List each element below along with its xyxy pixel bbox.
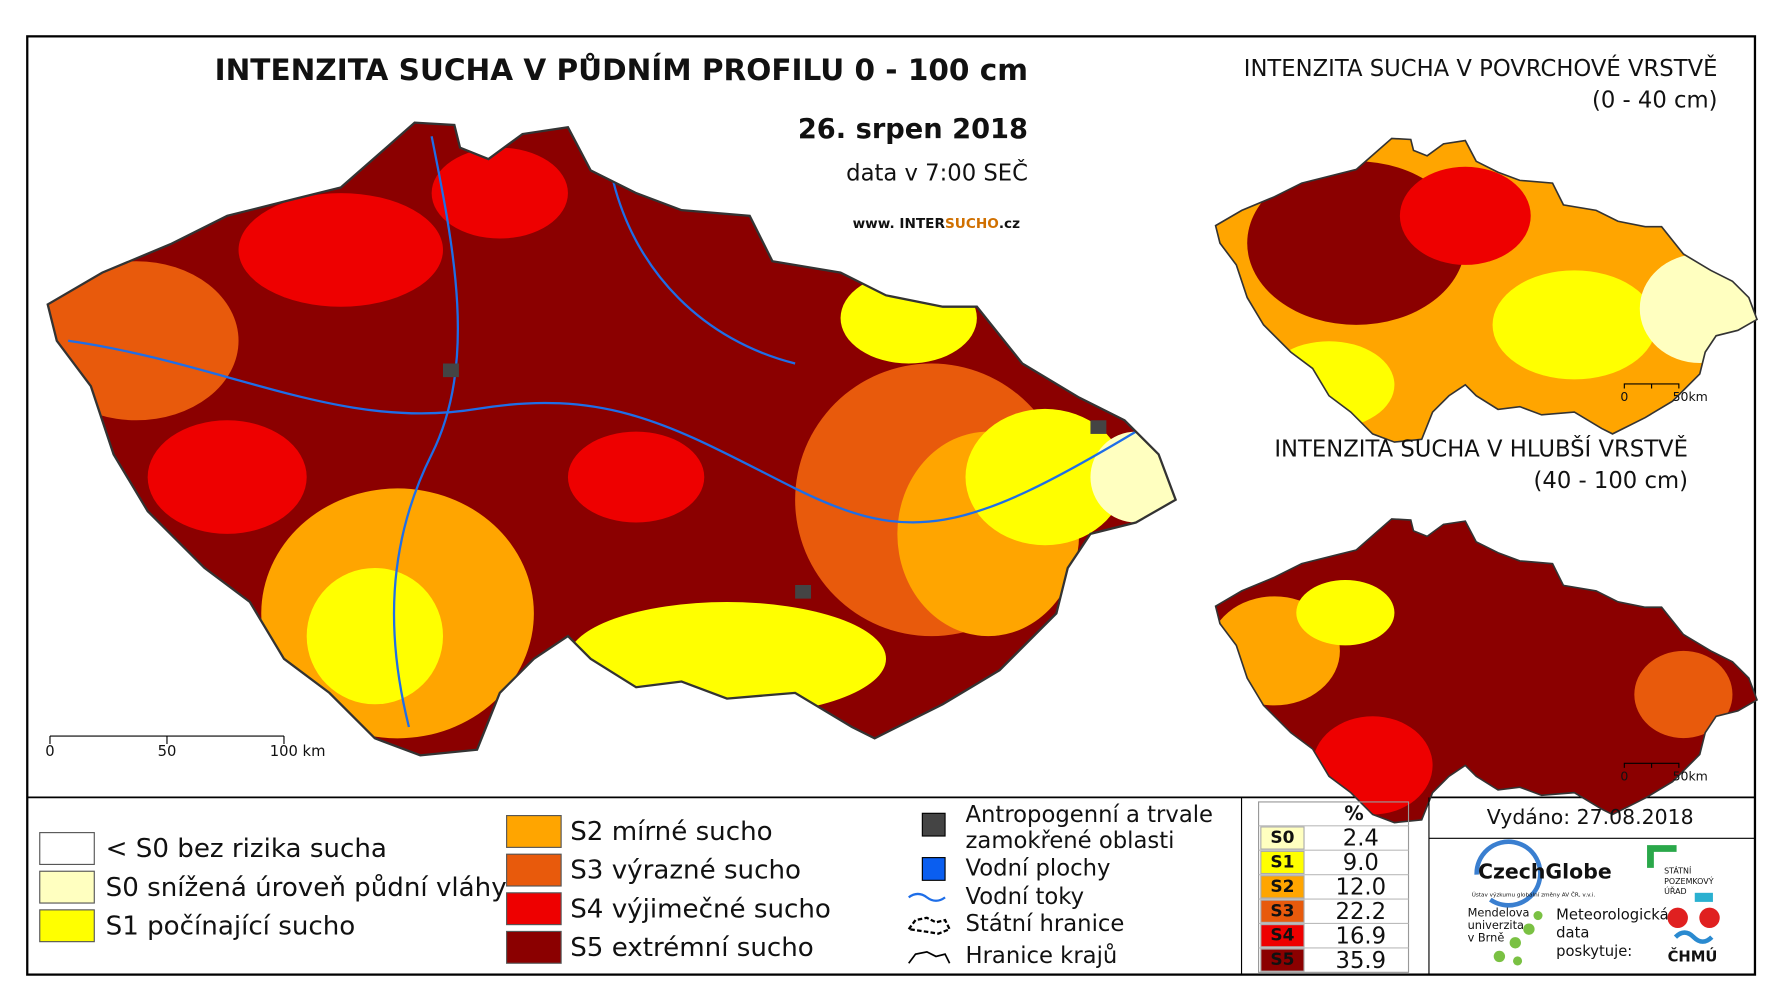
table-header: % [1344, 802, 1363, 825]
table-value: 12.0 [1336, 874, 1387, 900]
legend-label: S0 snížená úroveň půdní vláhy [106, 873, 507, 903]
table-code-cell [1260, 924, 1305, 948]
inset-title: INTENZITA SUCHA V HLUBŠÍ VRSTVĚ [1274, 434, 1688, 462]
website-suffix: .cz [999, 216, 1020, 232]
legend-swatch [39, 870, 95, 904]
website-prefix: www. INTER [853, 216, 946, 232]
table-value: 2.4 [1343, 826, 1379, 852]
legend-label: Antropogenní a trvale [966, 802, 1214, 828]
credit-czechglobe: CzechGlobe [1478, 859, 1612, 883]
table-code-cell [1260, 948, 1305, 972]
credit-mendel: v Brně [1468, 930, 1505, 944]
table-code: S4 [1270, 926, 1294, 946]
credit-chmu: ČHMÚ [1668, 948, 1718, 966]
website: www. INTERSUCHO.cz [853, 216, 1021, 232]
credit-mendel: univerzita [1468, 918, 1524, 932]
inset-subtitle: (0 - 40 cm) [1592, 88, 1718, 114]
table-code: S5 [1270, 950, 1294, 970]
credit-chmu-text: poskytuje: [1556, 943, 1632, 960]
legend-label: S5 extrémní sucho [570, 933, 814, 963]
table-code: S0 [1270, 828, 1294, 848]
issued: Vydáno: 27.08.2018 [1487, 805, 1694, 829]
legend-swatch [506, 853, 562, 887]
scale-label: 50km [1673, 389, 1708, 404]
legend-swatch [39, 909, 95, 943]
table-code-cell [1260, 899, 1305, 923]
credit-spu: POZEMKOVÝ [1664, 875, 1714, 886]
legend-label: Vodní toky [966, 884, 1085, 910]
table-value: 22.2 [1336, 899, 1387, 925]
website-highlight: SUCHO [945, 216, 999, 232]
date: 26. srpen 2018 [798, 114, 1028, 145]
legend-label: S3 výrazné sucho [570, 856, 801, 886]
legend-label: S4 výjimečné sucho [570, 894, 831, 924]
scale-label: 0 [1620, 768, 1628, 783]
data-time: data v 7:00 SEČ [846, 158, 1028, 186]
credit-spu: STÁTNÍ [1664, 865, 1692, 876]
scale-label: 0 [45, 743, 54, 760]
legend-label: Státní hranice [966, 911, 1125, 937]
scale-label: 50 [158, 743, 177, 760]
inset-title: INTENZITA SUCHA V POVRCHOVÉ VRSTVĚ [1244, 54, 1718, 82]
table-code-cell [1260, 875, 1305, 899]
credit-chmu-text: data [1556, 925, 1589, 942]
credit-mendel: Mendelova [1468, 905, 1530, 919]
table-code: S1 [1270, 852, 1294, 872]
scale-label: 100 km [270, 743, 326, 760]
inset-subtitle: (40 - 100 cm) [1534, 468, 1688, 494]
legend-label: S1 počínající sucho [106, 911, 356, 941]
credit-spu: ÚŘAD [1664, 885, 1687, 896]
legend-swatch [506, 815, 562, 848]
table-value: 16.9 [1336, 923, 1387, 949]
table-code: S2 [1270, 877, 1294, 897]
credit-czechglobe-sub: Ústav výzkumu globální změny AV ČR, v.v.… [1472, 892, 1596, 899]
legend-label: S2 mírné sucho [570, 817, 772, 847]
legend-label: < S0 bez rizika sucha [106, 834, 387, 864]
table-code-cell [1260, 826, 1305, 850]
legend-swatch [506, 930, 562, 964]
table-code: S3 [1270, 901, 1294, 921]
legend-label: zamokřené oblasti [966, 828, 1175, 854]
table-code-cell [1260, 850, 1305, 875]
legend-swatch [39, 832, 95, 865]
legend-label: Vodní plochy [966, 855, 1111, 881]
legend-label: Hranice krajů [966, 942, 1118, 969]
title: INTENZITA SUCHA V PŮDNÍM PROFILU 0 - 100… [215, 51, 1028, 87]
table-value: 9.0 [1343, 850, 1379, 876]
credit-chmu-text: Meteorologická [1556, 907, 1668, 924]
table-frame [1258, 801, 1410, 973]
scale-label: 50km [1673, 768, 1708, 783]
scale-label: 0 [1620, 389, 1628, 404]
table-value: 35.9 [1336, 948, 1387, 974]
legend-swatch [506, 892, 562, 926]
